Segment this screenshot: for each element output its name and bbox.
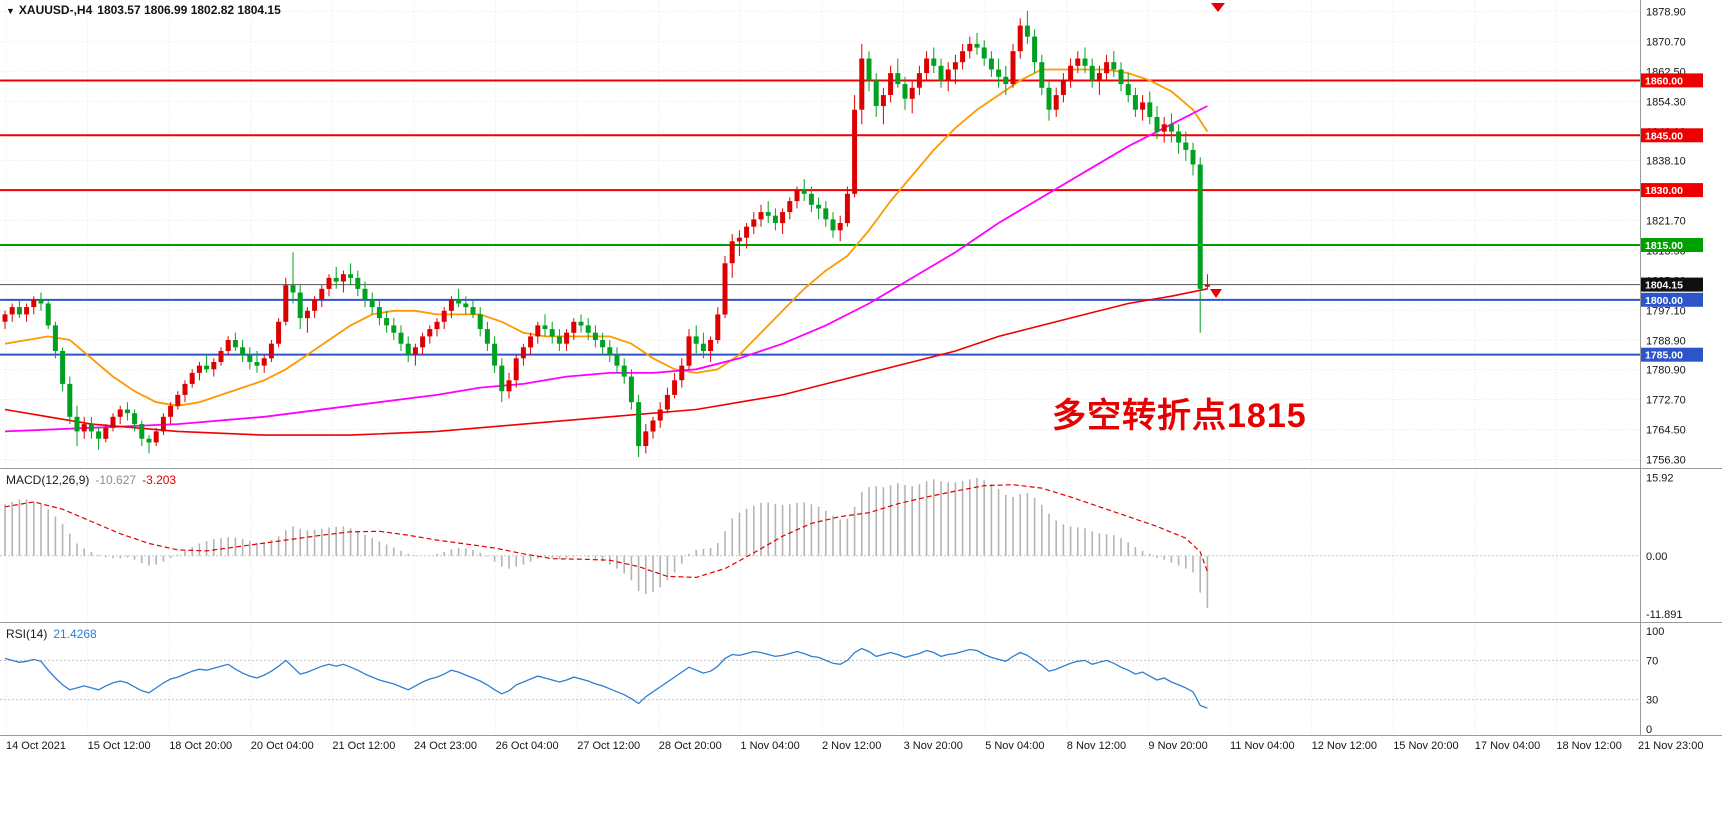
svg-text:1838.10: 1838.10 — [1646, 156, 1686, 168]
symbol-info-line: ▼ XAUUSD-,H4 1803.57 1806.99 1802.82 1804.… — [6, 3, 286, 17]
ma-mid-line — [4, 105, 1208, 433]
candles — [2, 11, 1210, 457]
svg-text:1821.70: 1821.70 — [1646, 215, 1686, 227]
time-axis[interactable]: 14 Oct 2021 15 Oct 12:00 18 Oct 20:00 20 Oc… — [6, 740, 1703, 752]
macd-name: MACD(12,26,9) — [6, 473, 90, 487]
price-badge — [1641, 73, 1703, 88]
rsi-name: RSI(14) — [6, 627, 48, 641]
price-badge — [1641, 277, 1703, 292]
svg-text:8 Nov 12:00: 8 Nov 12:00 — [1067, 740, 1126, 752]
svg-text:1764.50: 1764.50 — [1646, 425, 1686, 437]
price-badge — [1641, 292, 1703, 307]
svg-text:1797.10: 1797.10 — [1646, 305, 1686, 317]
rsi-value: 21.4268 — [53, 627, 97, 641]
svg-text:26 Oct 04:00: 26 Oct 04:00 — [496, 740, 559, 752]
price-arrow-marker — [1210, 289, 1222, 298]
macd-pane[interactable] — [0, 477, 1640, 608]
ma-slow-line — [4, 288, 1208, 436]
svg-text:3 Nov 20:00: 3 Nov 20:00 — [904, 740, 963, 752]
svg-text:20 Oct 04:00: 20 Oct 04:00 — [251, 740, 314, 752]
svg-text:1756.30: 1756.30 — [1646, 455, 1686, 467]
svg-text:1860.00: 1860.00 — [1645, 75, 1683, 87]
macd-main-value: -10.627 — [95, 473, 137, 487]
svg-text:12 Nov 12:00: 12 Nov 12:00 — [1312, 740, 1377, 752]
symbol-title: XAUUSD-,H4 — [18, 3, 93, 17]
svg-text:15.92: 15.92 — [1646, 473, 1674, 485]
symbol-ohlc: 1803.57 1806.99 1802.82 1804.15 — [97, 3, 281, 17]
rsi-indicator-label: RSI(14) 21.4268 — [6, 627, 103, 641]
svg-text:0: 0 — [1646, 724, 1652, 736]
svg-text:1854.30: 1854.30 — [1646, 96, 1686, 108]
ma-fast-line — [4, 68, 1209, 407]
rsi-line — [4, 647, 1208, 709]
rsi-pane[interactable] — [0, 647, 1640, 709]
svg-text:28 Oct 20:00: 28 Oct 20:00 — [659, 740, 722, 752]
price-badge — [1641, 183, 1703, 198]
svg-text:1878.90: 1878.90 — [1646, 6, 1686, 18]
svg-text:1870.70: 1870.70 — [1646, 36, 1686, 48]
price-pane[interactable] — [0, 3, 1640, 457]
svg-text:1788.90: 1788.90 — [1646, 335, 1686, 347]
svg-text:1 Nov 04:00: 1 Nov 04:00 — [740, 740, 799, 752]
svg-text:-11.891: -11.891 — [1646, 609, 1683, 621]
svg-text:1815.00: 1815.00 — [1645, 240, 1683, 252]
price-badge — [1641, 238, 1703, 252]
macd-signal-value: -3.203 — [142, 473, 177, 487]
svg-text:5 Nov 04:00: 5 Nov 04:00 — [985, 740, 1044, 752]
svg-text:15 Oct 12:00: 15 Oct 12:00 — [88, 740, 151, 752]
svg-text:1780.90: 1780.90 — [1646, 365, 1686, 377]
price-scale[interactable]: 1878.901870.701862.501854.301846.101838.… — [1641, 6, 1703, 736]
chart-shift-arrow-icon — [1211, 3, 1225, 12]
svg-text:18 Nov 12:00: 18 Nov 12:00 — [1556, 740, 1621, 752]
grid — [0, 0, 1640, 736]
svg-text:1800.00: 1800.00 — [1645, 295, 1683, 307]
svg-text:15 Nov 20:00: 15 Nov 20:00 — [1393, 740, 1458, 752]
svg-text:1845.00: 1845.00 — [1645, 130, 1683, 142]
svg-text:2 Nov 12:00: 2 Nov 12:00 — [822, 740, 881, 752]
svg-text:100: 100 — [1646, 626, 1664, 638]
svg-text:18 Oct 20:00: 18 Oct 20:00 — [169, 740, 232, 752]
svg-text:14 Oct 2021: 14 Oct 2021 — [6, 740, 66, 752]
svg-text:0.00: 0.00 — [1646, 551, 1667, 563]
svg-text:1804.15: 1804.15 — [1645, 280, 1683, 292]
annotation-text: 多空转折点1815 — [1052, 397, 1307, 435]
svg-text:9 Nov 20:00: 9 Nov 20:00 — [1148, 740, 1207, 752]
svg-text:24 Oct 23:00: 24 Oct 23:00 — [414, 740, 477, 752]
svg-text:17 Nov 04:00: 17 Nov 04:00 — [1475, 740, 1540, 752]
macd-indicator-label: MACD(12,26,9) -10.627 -3.203 — [6, 473, 182, 487]
svg-text:21 Nov 23:00: 21 Nov 23:00 — [1638, 740, 1703, 752]
svg-text:1785.00: 1785.00 — [1645, 350, 1683, 362]
price-badge — [1641, 128, 1703, 143]
price-badge — [1641, 347, 1703, 362]
svg-text:1772.70: 1772.70 — [1646, 395, 1686, 407]
svg-text:21 Oct 12:00: 21 Oct 12:00 — [332, 740, 395, 752]
symbol-dropdown-icon: ▼ — [6, 6, 15, 16]
svg-text:70: 70 — [1646, 655, 1658, 667]
svg-text:11 Nov 04:00: 11 Nov 04:00 — [1230, 740, 1295, 752]
svg-text:1830.00: 1830.00 — [1645, 185, 1683, 197]
svg-text:30: 30 — [1646, 695, 1658, 707]
svg-text:27 Oct 12:00: 27 Oct 12:00 — [577, 740, 640, 752]
